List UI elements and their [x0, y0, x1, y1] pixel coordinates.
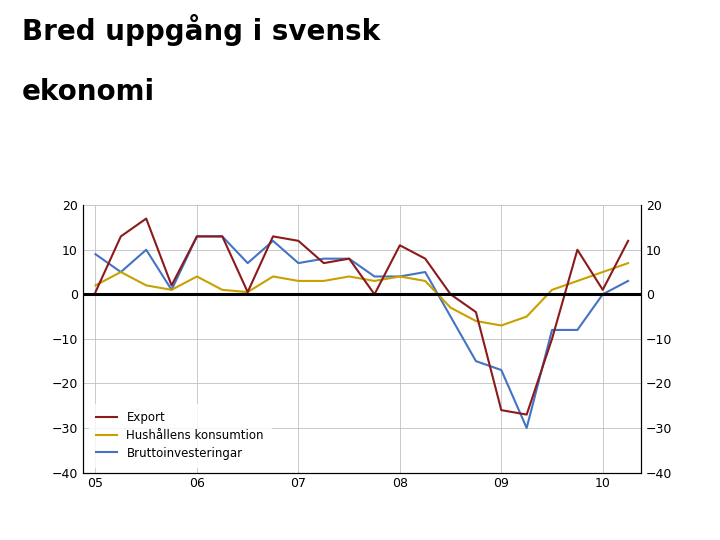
Text: ekonomi: ekonomi [22, 78, 155, 106]
Text: säsongsrensade data: säsongsrensade data [225, 525, 322, 535]
Text: SVERIGES
RIKSBANK: SVERIGES RIKSBANK [646, 53, 683, 64]
Legend: Export, Hushållens konsumtion, Bruttoinvesteringar: Export, Hushållens konsumtion, Bruttoinv… [89, 404, 271, 467]
Text: Kvartalsförändring i procent uppräknat till årstakt,: Kvartalsförändring i procent uppräknat t… [159, 509, 388, 518]
Text: Bred uppgång i svensk: Bred uppgång i svensk [22, 14, 379, 45]
Text: Källa: SCB: Källa: SCB [611, 517, 657, 526]
